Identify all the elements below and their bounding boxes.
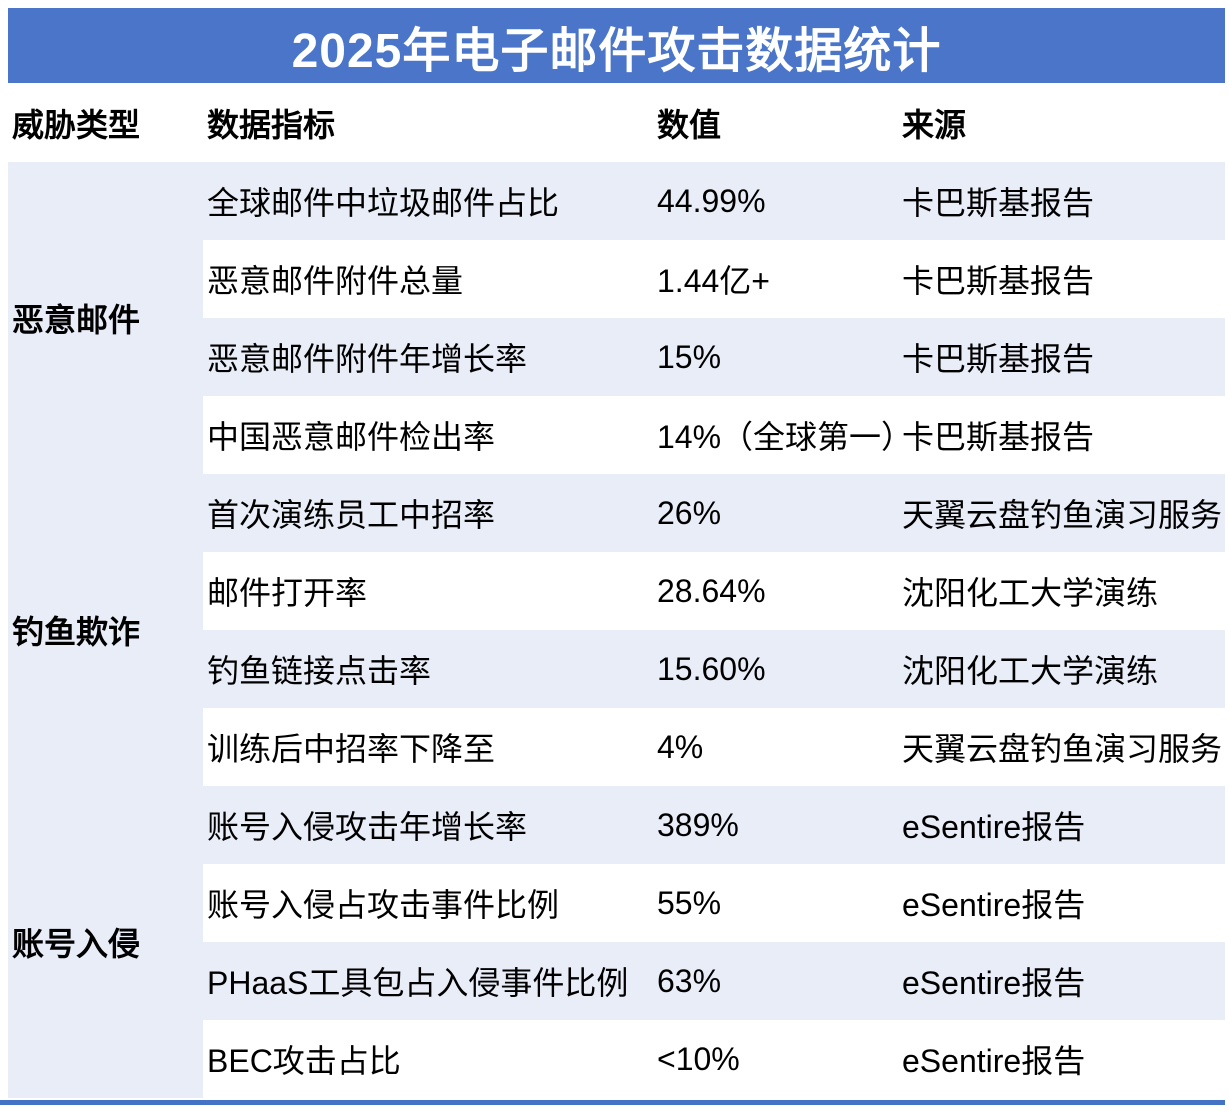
value-cell: 1.44亿+ <box>653 240 898 318</box>
source-cell: 卡巴斯基报告 <box>898 240 1225 318</box>
source-cell: eSentire报告 <box>898 864 1225 942</box>
indicator-cell: PHaaS工具包占入侵事件比例 <box>203 942 653 1020</box>
value-cell: 28.64% <box>653 552 898 630</box>
value-cell: 14%（全球第一） <box>653 396 913 474</box>
value-cell: 15% <box>653 318 898 396</box>
value-cell: 4% <box>653 708 898 786</box>
value-cell: 15.60% <box>653 630 898 708</box>
source-cell: eSentire报告 <box>898 942 1225 1020</box>
indicator-cell: 全球邮件中垃圾邮件占比 <box>203 162 653 240</box>
category-cell: 钓鱼欺诈 <box>8 474 203 786</box>
source-cell: 卡巴斯基报告 <box>898 318 1225 396</box>
table-row: 中国恶意邮件检出率 14%（全球第一） 卡巴斯基报告 <box>8 396 1225 474</box>
indicator-cell: 训练后中招率下降至 <box>203 708 653 786</box>
indicator-cell: 账号入侵攻击年增长率 <box>203 786 653 864</box>
source-cell: 沈阳化工大学演练 <box>898 630 1225 708</box>
indicator-cell: 邮件打开率 <box>203 552 653 630</box>
table-row: 恶意邮件 全球邮件中垃圾邮件占比 44.99% 卡巴斯基报告 <box>8 162 1225 474</box>
column-header-indicator: 数据指标 <box>203 83 653 162</box>
category-cell: 账号入侵 <box>8 786 203 1098</box>
table-row: 钓鱼欺诈 首次演练员工中招率 26% 天翼云盘钓鱼演习服务 <box>8 474 1225 786</box>
value-cell: 26% <box>653 474 898 552</box>
value-cell: <10% <box>653 1020 898 1098</box>
value-cell: 389% <box>653 786 898 864</box>
table-row: BEC攻击占比 <10% eSentire报告 <box>8 1020 1225 1098</box>
page-title: 2025年电子邮件攻击数据统计 <box>8 8 1225 83</box>
table-row: 账号入侵占攻击事件比例 55% eSentire报告 <box>8 864 1225 942</box>
column-header-threat-type: 威胁类型 <box>8 83 203 162</box>
indicator-cell: 中国恶意邮件检出率 <box>203 396 653 474</box>
source-cell: 卡巴斯基报告 <box>898 396 1225 474</box>
column-header-source: 来源 <box>898 83 1225 162</box>
table-row: PHaaS工具包占入侵事件比例 63% eSentire报告 <box>8 942 1225 1020</box>
value-cell: 63% <box>653 942 898 1020</box>
column-header-value: 数值 <box>653 83 898 162</box>
email-attack-stats-table: 威胁类型 数据指标 数值 来源 恶意邮件 全球邮件中垃圾邮件占比 44.99% … <box>8 83 1225 1098</box>
table-row: 邮件打开率 28.64% 沈阳化工大学演练 <box>8 552 1225 630</box>
table-header-row: 威胁类型 数据指标 数值 来源 <box>8 83 1225 162</box>
source-cell: 沈阳化工大学演练 <box>898 552 1225 630</box>
indicator-cell: 恶意邮件附件年增长率 <box>203 318 653 396</box>
table-row: 恶意邮件附件年增长率 15% 卡巴斯基报告 <box>8 318 1225 396</box>
indicator-cell: BEC攻击占比 <box>203 1020 653 1098</box>
bottom-border <box>0 1100 1225 1105</box>
value-cell: 44.99% <box>653 162 898 240</box>
source-cell: 天翼云盘钓鱼演习服务 <box>898 708 1225 786</box>
category-cell: 恶意邮件 <box>8 162 203 474</box>
indicator-cell: 首次演练员工中招率 <box>203 474 653 552</box>
source-cell: 卡巴斯基报告 <box>898 162 1225 240</box>
table-row: 账号入侵 账号入侵攻击年增长率 389% eSentire报告 <box>8 786 1225 1098</box>
source-cell: eSentire报告 <box>898 786 1225 864</box>
table-row: 训练后中招率下降至 4% 天翼云盘钓鱼演习服务 <box>8 708 1225 786</box>
value-cell: 55% <box>653 864 898 942</box>
indicator-cell: 账号入侵占攻击事件比例 <box>203 864 653 942</box>
indicator-cell: 钓鱼链接点击率 <box>203 630 653 708</box>
table-row: 恶意邮件附件总量 1.44亿+ 卡巴斯基报告 <box>8 240 1225 318</box>
indicator-cell: 恶意邮件附件总量 <box>203 240 653 318</box>
source-cell: eSentire报告 <box>898 1020 1225 1098</box>
table-row: 钓鱼链接点击率 15.60% 沈阳化工大学演练 <box>8 630 1225 708</box>
source-cell: 天翼云盘钓鱼演习服务 <box>898 474 1225 552</box>
